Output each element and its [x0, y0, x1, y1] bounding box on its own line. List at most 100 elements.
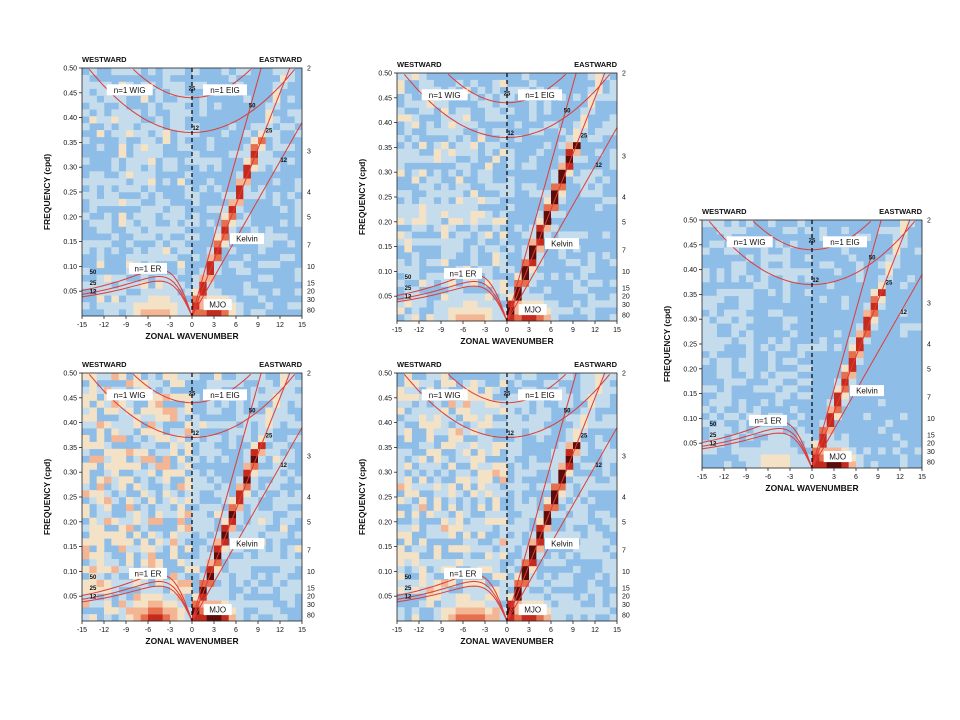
- heatmap-cell: [243, 455, 251, 463]
- period-label: 30: [307, 602, 315, 609]
- heatmap-cell: [573, 300, 581, 308]
- kelvin-curve-h12: [811, 274, 923, 469]
- heatmap-cell: [716, 295, 725, 303]
- label-wig-box: [726, 236, 773, 248]
- heatmap-cell: [118, 490, 127, 498]
- heatmap-cell: [148, 469, 156, 477]
- heatmap-cell: [243, 600, 251, 608]
- heatmap-cell: [492, 300, 500, 308]
- heatmap-cell: [565, 607, 574, 615]
- heatmap-cell: [433, 169, 442, 177]
- label-mjo-box: [518, 304, 547, 316]
- heatmap-cell: [89, 455, 97, 463]
- heatmap-cell: [104, 448, 112, 456]
- heatmap-cell: [192, 469, 200, 477]
- heatmap-cell: [746, 447, 754, 455]
- heatmap-cell: [243, 586, 251, 594]
- label-mjo: MJO: [524, 306, 541, 315]
- heatmap-cell: [724, 364, 732, 372]
- heatmap-cell: [426, 259, 434, 267]
- heatmap-cell: [746, 461, 754, 469]
- depth-label: 12: [595, 463, 602, 469]
- heatmap-cell: [148, 600, 156, 608]
- heatmap-cell: [177, 240, 185, 248]
- heatmap-cell: [236, 559, 244, 567]
- heatmap-cell: [455, 217, 464, 225]
- heatmap-cell: [746, 220, 754, 228]
- heatmap-cells: [82, 373, 303, 622]
- heatmap-cell: [155, 593, 163, 601]
- heatmap-cell: [111, 407, 119, 415]
- y-axis-title: FREQUENCY (cpd): [357, 159, 367, 236]
- er-curve-h25: [396, 580, 508, 622]
- heatmap-cell: [448, 490, 456, 498]
- heatmap-cell: [441, 524, 449, 532]
- heatmap-cell: [514, 476, 522, 484]
- heatmap-cell: [118, 448, 127, 456]
- heatmap-cell: [731, 261, 739, 269]
- heatmap-cell: [595, 93, 603, 101]
- heatmap-cell: [177, 407, 185, 415]
- heatmap-cell: [507, 148, 515, 156]
- heatmap-cell: [184, 185, 193, 193]
- heatmap-cell: [199, 295, 207, 303]
- heatmap-cell: [148, 379, 156, 388]
- heatmap-cell: [492, 259, 500, 267]
- heatmap-cell: [411, 386, 420, 394]
- heatmap-cell: [573, 176, 581, 184]
- heatmap-cell: [118, 143, 127, 151]
- heatmap-cell: [250, 600, 259, 608]
- heatmap-cell: [397, 510, 405, 518]
- heatmap-cell: [731, 412, 739, 421]
- heatmap-cell: [426, 197, 434, 205]
- heatmap-cell: [602, 121, 610, 129]
- heatmap-cell: [265, 302, 273, 310]
- heatmap-cell: [162, 469, 171, 477]
- heatmap-cell: [104, 226, 112, 234]
- heatmap-cell: [397, 400, 405, 408]
- heatmap-cell: [797, 412, 805, 421]
- heatmap-cell: [731, 447, 739, 455]
- heatmap-cell: [192, 600, 200, 608]
- heatmap-cell: [199, 267, 207, 275]
- heatmap-cell: [184, 393, 193, 401]
- period-label: 20: [307, 289, 315, 296]
- heatmap-cell: [280, 614, 288, 622]
- heatmap-cell: [558, 373, 566, 381]
- heatmap-cell: [250, 476, 259, 484]
- heatmap-cell: [470, 259, 478, 267]
- heatmap-cell: [558, 593, 566, 601]
- heatmap-cell: [565, 462, 574, 470]
- heatmap-cell: [118, 421, 127, 429]
- heatmap-cell: [89, 565, 97, 574]
- heatmap-cell: [250, 123, 259, 131]
- heatmap-cell: [206, 260, 215, 269]
- heatmap-cell: [507, 314, 515, 322]
- heatmap-cell: [177, 517, 185, 525]
- heatmap-cell: [441, 455, 449, 463]
- heatmap-cell: [419, 238, 427, 246]
- heatmap-cell: [419, 572, 427, 580]
- heatmap-cell: [243, 552, 251, 560]
- heatmap-cell: [433, 148, 442, 156]
- heatmap-cell: [595, 190, 603, 198]
- heatmap-cell: [426, 203, 434, 212]
- heatmap-cell: [287, 593, 295, 601]
- heatmap-cell: [177, 586, 185, 594]
- heatmap-cell: [709, 399, 717, 407]
- heatmap-cell: [433, 490, 442, 498]
- header-eastward: EASTWARD: [259, 360, 303, 369]
- heatmap-cell: [404, 448, 412, 456]
- heatmap-cell: [573, 565, 581, 574]
- heatmap-cell: [272, 462, 281, 470]
- label-kelvin-box: [230, 233, 264, 245]
- heatmap-cell: [419, 579, 427, 587]
- label-wig: n=1 WIG: [734, 238, 766, 247]
- heatmap-cell: [411, 135, 420, 143]
- heatmap-cell: [841, 447, 849, 455]
- heatmap-cell: [148, 143, 156, 151]
- heatmap-cell: [184, 171, 193, 179]
- heatmap-cell: [595, 510, 603, 518]
- heatmap-cell: [192, 497, 200, 505]
- x-tick-label: 9: [256, 322, 260, 329]
